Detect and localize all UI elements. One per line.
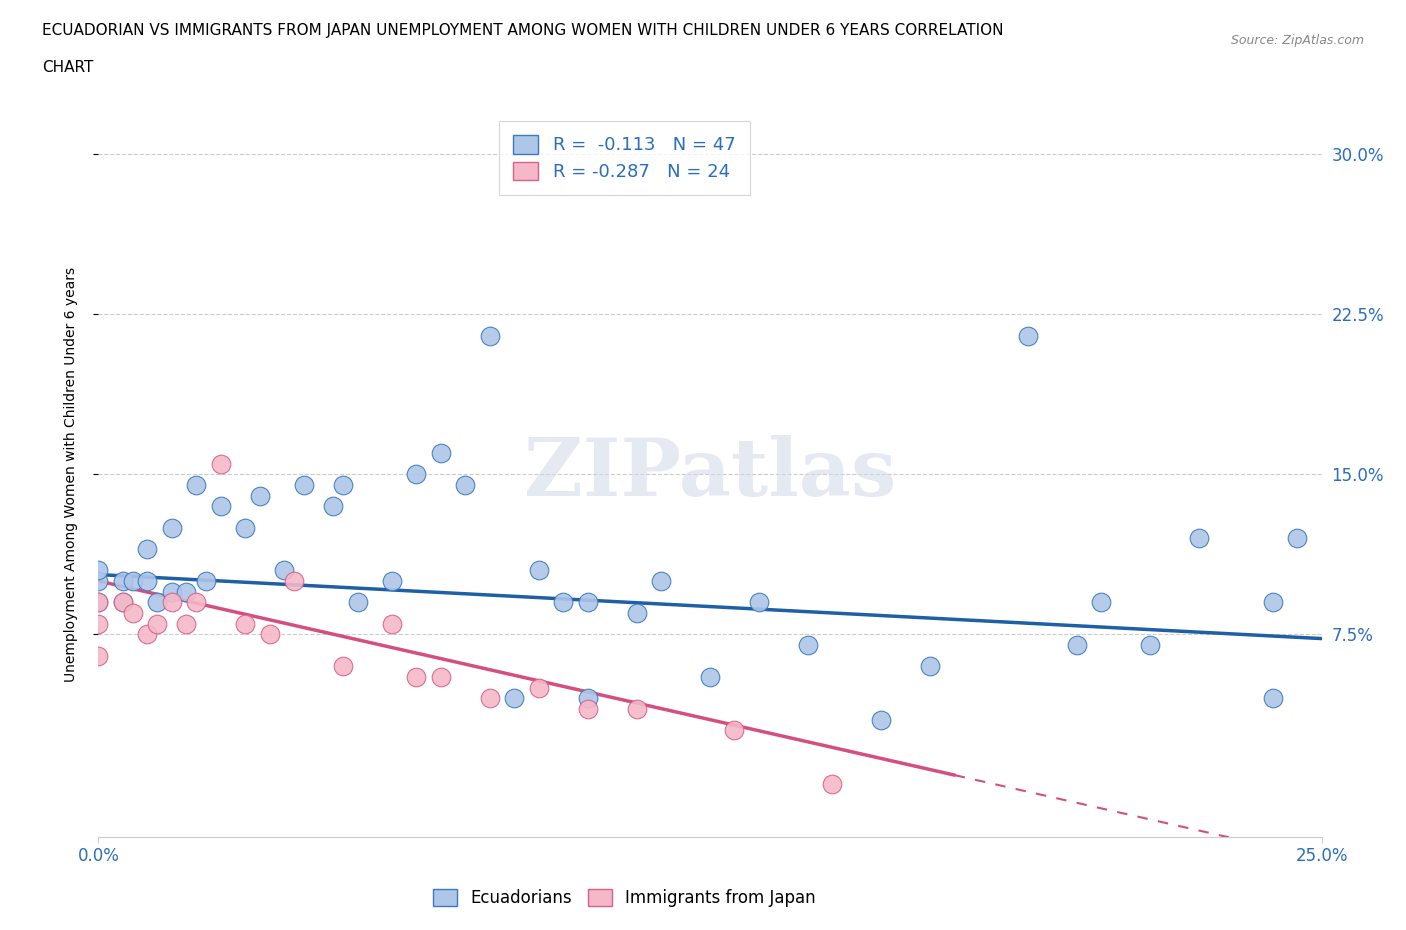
Point (176, 617, 198, 631)
Point (136, 627, 159, 642)
Point (121, 574, 143, 589)
Point (87, 595, 110, 610)
Point (160, 595, 183, 610)
Point (176, 584, 198, 599)
Point (748, 595, 770, 610)
Legend: Ecuadorians, Immigrants from Japan: Ecuadorians, Immigrants from Japan (425, 881, 824, 916)
Point (1261, 595, 1284, 610)
Point (111, 574, 134, 589)
Point (87, 595, 110, 610)
Text: ECUADORIAN VS IMMIGRANTS FROM JAPAN UNEMPLOYMENT AMONG WOMEN WITH CHILDREN UNDER: ECUADORIAN VS IMMIGRANTS FROM JAPAN UNEM… (42, 23, 1004, 38)
Point (111, 595, 134, 610)
Point (121, 605, 143, 620)
Point (249, 488, 271, 503)
Point (292, 477, 315, 492)
Point (146, 617, 169, 631)
Point (576, 595, 599, 610)
Point (430, 445, 453, 460)
Point (1066, 638, 1088, 653)
Point (381, 617, 404, 631)
Point (1139, 638, 1161, 653)
Point (576, 701, 599, 716)
Point (1017, 328, 1039, 343)
Point (626, 605, 648, 620)
Point (478, 691, 501, 706)
Point (283, 574, 305, 589)
Point (797, 638, 820, 653)
Point (273, 563, 295, 578)
Point (346, 595, 368, 610)
Text: ZIPatlas: ZIPatlas (524, 435, 896, 513)
Point (1261, 691, 1284, 706)
Point (626, 701, 648, 716)
Point (821, 777, 844, 791)
Point (430, 670, 453, 684)
Point (478, 328, 501, 343)
Point (1188, 531, 1211, 546)
Point (454, 477, 477, 492)
Point (233, 617, 256, 631)
Text: Source: ZipAtlas.com: Source: ZipAtlas.com (1230, 34, 1364, 47)
Point (527, 563, 550, 578)
Point (146, 595, 169, 610)
Point (699, 670, 721, 684)
Point (87, 563, 110, 578)
Point (870, 712, 893, 727)
Point (332, 658, 354, 673)
Point (650, 574, 672, 589)
Point (405, 467, 427, 482)
Point (527, 680, 550, 695)
Point (209, 457, 232, 472)
Text: CHART: CHART (42, 60, 94, 75)
Point (503, 691, 526, 706)
Point (920, 658, 942, 673)
Point (186, 477, 208, 492)
Point (576, 691, 599, 706)
Point (195, 574, 218, 589)
Point (322, 498, 344, 513)
Point (160, 584, 183, 599)
Point (233, 520, 256, 535)
Point (405, 670, 427, 684)
Point (136, 541, 159, 556)
Point (87, 648, 110, 663)
Point (87, 617, 110, 631)
Point (381, 574, 404, 589)
Point (160, 520, 183, 535)
Point (259, 627, 281, 642)
Point (553, 595, 575, 610)
Point (136, 574, 159, 589)
Point (1286, 531, 1309, 546)
Point (1090, 595, 1112, 610)
Point (111, 595, 134, 610)
Point (87, 574, 110, 589)
Point (723, 723, 745, 737)
Point (332, 477, 354, 492)
Point (186, 595, 208, 610)
Y-axis label: Unemployment Among Women with Children Under 6 years: Unemployment Among Women with Children U… (63, 267, 77, 682)
Point (209, 498, 232, 513)
